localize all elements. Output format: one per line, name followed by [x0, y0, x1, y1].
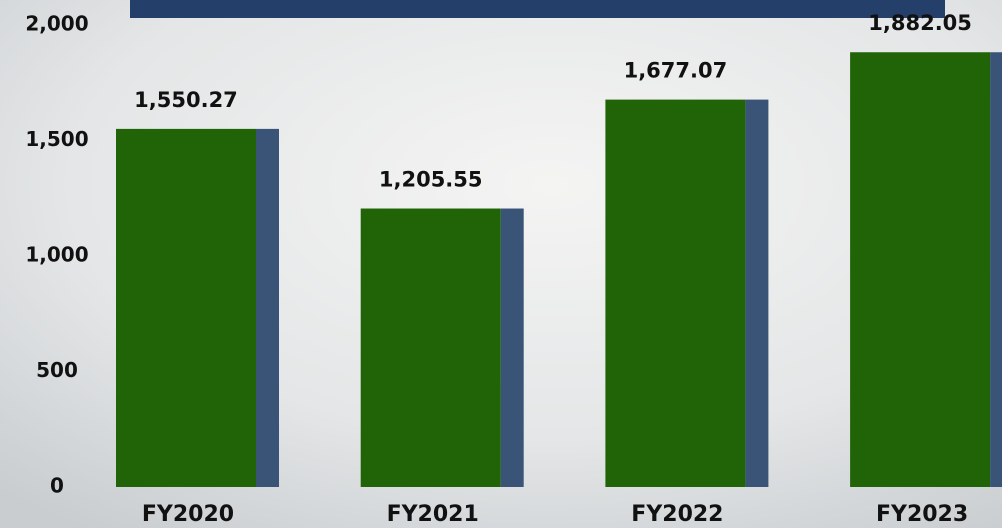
title-banner — [130, 0, 945, 18]
bar — [360, 208, 501, 487]
x-tick-label: FY2020 — [142, 502, 234, 527]
bar-shadow — [500, 208, 524, 487]
value-label: 1,550.27 — [134, 88, 238, 112]
value-label: 1,882.05 — [868, 11, 972, 35]
bar — [605, 99, 746, 487]
bar-shadow — [745, 99, 769, 487]
y-tick-label: 0 — [50, 474, 64, 498]
x-tick-label: FY2021 — [387, 502, 479, 527]
value-label: 1,677.07 — [624, 59, 728, 83]
value-label: 1,205.55 — [379, 168, 483, 192]
bar — [116, 128, 256, 487]
y-tick-label: 1,500 — [25, 127, 88, 151]
x-tick-label: FY2023 — [876, 502, 968, 527]
bar — [850, 52, 991, 487]
x-tick-label: FY2022 — [631, 502, 723, 527]
bar-shadow — [990, 52, 1002, 487]
y-tick-label: 1,000 — [25, 243, 88, 267]
y-tick-label: 2,000 — [25, 12, 88, 36]
y-tick-label: 500 — [36, 358, 78, 382]
bar-shadow — [256, 128, 279, 487]
